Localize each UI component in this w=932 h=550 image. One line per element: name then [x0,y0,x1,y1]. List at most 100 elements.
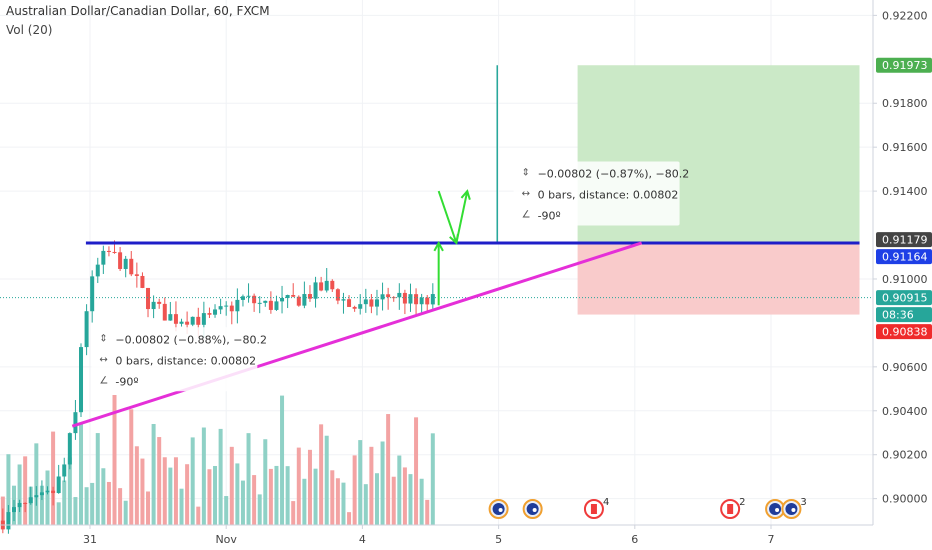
volume-bar [235,463,240,525]
volume-bar [162,457,167,525]
time-tick-label: 7 [768,533,775,546]
price-tick-label: 0.92200 [882,9,928,22]
measure-icon: ⇕ [522,167,530,178]
price-axis-badge-label: 0.90838 [882,326,928,339]
candle-body [173,314,178,324]
volume-bar [397,455,402,525]
candle-body [213,309,218,315]
measure-icon: ⇕ [99,333,107,344]
candle-body [414,294,419,305]
volume-bar [112,395,117,525]
measure-icon: ↔ [99,354,107,365]
time-tick-label: 5 [495,533,502,546]
volume-bar [73,497,78,525]
measure-line: 0 bars, distance: 0.00802 [538,188,679,201]
candle-body [95,264,100,277]
volume-bar [380,441,385,525]
volume-bar [280,395,285,525]
price-tick-label: 0.91800 [882,97,928,110]
volume-bar [257,494,262,525]
position-stop-zone [577,242,860,315]
candle-body [280,297,285,302]
volume-bar [45,470,50,525]
volume-bar [51,431,56,525]
candle-body [285,295,290,298]
australia-flag-inner [492,503,505,515]
volume-bar [140,458,145,525]
volume-bar [414,417,419,525]
volume-bar [207,469,212,525]
candle-body [408,294,413,304]
candle-body [23,502,28,504]
time-tick-label: Nov [215,533,237,546]
price-tick-label: 0.90400 [882,405,928,418]
australia-flag-star [775,508,780,512]
price-axis[interactable]: 0.92200 0.91800 0.91600 0.91400 0.91000 0.906… [872,0,932,525]
volume-bar [402,467,407,525]
candle-body [84,311,89,348]
australia-flag-star [532,508,537,512]
candle-body [291,295,296,297]
volume-bar [285,466,290,525]
volume-bar [391,476,396,525]
volume-bar [201,427,206,525]
measure-line: 0 bars, distance: 0.00802 [115,354,256,367]
candle-body [224,305,229,307]
volume-bar [274,465,279,525]
candle-body [374,299,379,307]
volume-bar [224,496,229,525]
australia-flag-inner [526,503,539,515]
price-axis-badge [876,249,932,265]
price-axis-badge [876,232,932,248]
candle-body [62,464,67,477]
candle-body [118,252,123,269]
candle-body [134,274,139,276]
candle-body [330,280,335,290]
time-axis[interactable]: 31 Nov 4 5 6 7 [0,524,873,546]
volume-bar [134,446,139,525]
candle-body [151,301,156,310]
arrow-line [437,190,458,244]
volume-bar [369,446,374,525]
candle-body [73,412,78,434]
price-axis-badge-label: 0.91164 [882,251,928,264]
canada-flag-leaf [590,504,597,514]
candle-body [196,316,201,325]
candle-body [45,490,50,493]
candle-body [51,490,56,494]
drawings-layer[interactable] [0,65,873,428]
measure-tooltips: ⇕ −0.00802 (−0.88%), −80.2 ↔ 0 bars, distan… [91,161,690,392]
candle-body [123,258,128,269]
volume-indicator-label[interactable]: Vol (20) [6,23,53,37]
measure-line: -90º [538,209,561,222]
candle-body [90,276,95,312]
measure-line: −0.00802 (−0.87%), −80.2 [538,167,690,180]
volume-bar [229,446,234,525]
volume-bar [335,478,340,525]
volume-bar [196,506,201,525]
volume-bar [185,464,190,525]
volume-bar [62,480,67,525]
volume-bar [90,482,95,525]
symbol-title: Australian Dollar/Canadian Dollar, 60, F… [6,4,270,18]
australia-flag-inner [769,503,782,515]
candle-body [335,289,340,301]
price-axis-badge-label: 08:36 [882,309,914,322]
volume-bar [319,424,324,525]
volume-bar [118,488,123,525]
event-icons[interactable]: 4 2 3 [488,497,807,519]
price-tick-label: 0.91600 [882,141,928,154]
candle-body [106,250,111,252]
candle-body [129,258,134,275]
volume-bar [173,457,178,525]
price-tick-label: 0.90600 [882,361,928,374]
volume-bar [374,473,379,525]
candle-body [419,297,424,305]
candle-body [380,294,385,300]
candle-body [190,316,195,325]
candle-body [207,313,212,315]
time-tick-label: 6 [631,533,638,546]
volume-bar [408,474,413,525]
candle-body [347,299,352,307]
